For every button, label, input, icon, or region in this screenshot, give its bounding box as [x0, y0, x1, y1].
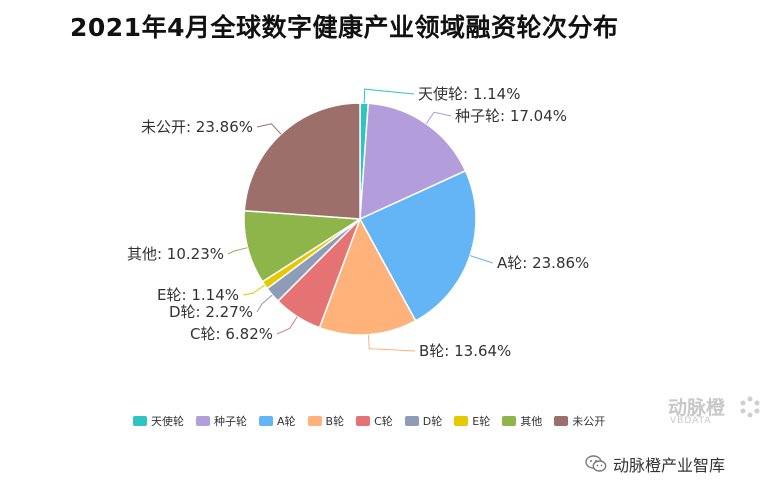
slice-label: E轮: 1.14% [157, 286, 239, 304]
legend-label: A轮 [277, 415, 296, 428]
leader-line [256, 294, 273, 313]
leader-line [363, 88, 415, 104]
leader-line [276, 316, 298, 335]
slice-label: D轮: 2.27% [169, 303, 253, 321]
leader-line [227, 247, 248, 255]
watermark-brand: 动脉橙 [668, 397, 726, 419]
legend-label: 天使轮 [151, 415, 184, 428]
footer: 动脉橙产业智库 [585, 452, 725, 476]
watermark-sub: VBDATA [670, 416, 712, 426]
chart-legend: 天使轮 种子轮 A轮 B轮 C轮 D轮 E轮 其他 未公开 [133, 413, 605, 429]
chart-title: 2021年4月全球数字健康产业领域融资轮次分布 [70, 13, 619, 42]
slice-label: 天使轮: 1.14% [418, 85, 520, 103]
legend-item[interactable]: C轮 [356, 413, 393, 429]
legend-item[interactable]: 天使轮 [133, 413, 184, 429]
legend-label: 未公开 [572, 415, 606, 428]
pie-slice [359, 102, 467, 221]
legend-swatch [502, 416, 517, 426]
legend-swatch [356, 416, 371, 426]
legend-item[interactable]: 种子轮 [196, 413, 247, 429]
footer-text: 动脉橙产业智库 [613, 456, 726, 475]
slice-label: A轮: 23.86% [497, 254, 589, 272]
leader-line [242, 284, 265, 296]
legend-item[interactable]: 未公开 [554, 413, 605, 429]
slice-label: B轮: 13.64% [419, 342, 511, 360]
wechat-icon [585, 455, 607, 472]
slice-label: 其他: 10.23% [127, 245, 224, 263]
slice-label: C轮: 6.82% [190, 325, 273, 343]
leader-line [469, 255, 494, 264]
legend-item[interactable]: B轮 [307, 413, 345, 429]
pie-slice [243, 102, 361, 220]
pie-slice [243, 209, 363, 283]
legend-label: C轮 [374, 415, 393, 428]
legend-label: D轮 [422, 415, 443, 428]
legend-label: 种子轮 [214, 415, 247, 428]
leader-line [425, 111, 452, 124]
pie-slice [358, 169, 477, 322]
watermark-logo-icon [740, 396, 760, 418]
legend-swatch [259, 416, 273, 426]
leader-line [367, 334, 416, 352]
legend-swatch [196, 416, 210, 426]
legend-item[interactable]: E轮 [454, 413, 490, 429]
legend-swatch [307, 416, 322, 426]
legend-swatch [554, 416, 569, 426]
legend-swatch [133, 416, 147, 426]
legend-swatch [404, 416, 419, 426]
legend-swatch [454, 416, 469, 426]
slice-label: 种子轮: 17.04% [455, 107, 567, 125]
legend-label: 其他 [520, 415, 543, 428]
legend-item[interactable]: 其他 [502, 413, 542, 429]
slice-label: 未公开: 23.86% [141, 118, 253, 136]
legend-label: B轮 [325, 415, 345, 428]
leader-line [256, 123, 282, 135]
legend-label: E轮 [472, 415, 491, 428]
legend-item[interactable]: A轮 [259, 413, 296, 429]
legend-item[interactable]: D轮 [404, 413, 443, 429]
